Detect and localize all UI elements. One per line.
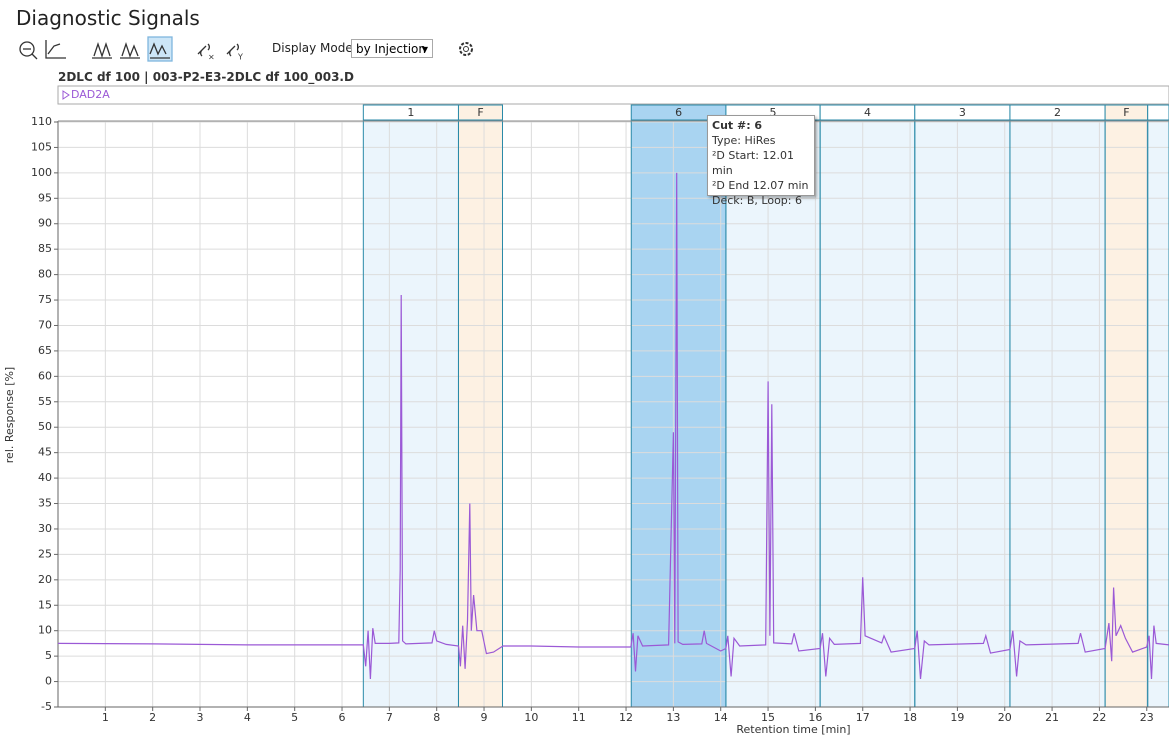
y-tick-label: 110 — [31, 115, 52, 128]
tooltip-line: ²D Start: 12.01 min — [712, 149, 794, 177]
cut-label: 5 — [770, 106, 777, 119]
y-tick-label: 35 — [38, 497, 52, 510]
tooltip-line: ²D End 12.07 min — [712, 179, 809, 192]
y-axis-title: rel. Response [%] — [3, 367, 16, 463]
x-tick-label: 12 — [619, 711, 633, 724]
x-tick-label: 1 — [102, 711, 109, 724]
y-tick-label: 90 — [38, 217, 52, 230]
x-tick-label: 9 — [481, 711, 488, 724]
x-tick-label: 3 — [197, 711, 204, 724]
tooltip-line: Deck: B, Loop: 6 — [712, 194, 802, 207]
y-tick-label: 100 — [31, 166, 52, 179]
display-mode-label: Display Mode — [272, 41, 353, 55]
x-axis-title: Retention time [min] — [736, 723, 850, 736]
svg-text:Y: Y — [237, 53, 243, 62]
toolbar-icons: × Y — [19, 36, 243, 62]
tooltip: Cut #: 6 Type: HiRes ²D Start: 12.01 min… — [707, 115, 815, 207]
x-tick-label: 10 — [524, 711, 538, 724]
cut-label: 4 — [864, 106, 871, 119]
tooltip-heading: Cut #: 6 — [712, 119, 763, 132]
x-tick-label: 13 — [666, 711, 680, 724]
cut-region — [1009, 121, 1106, 707]
cut-region — [363, 121, 459, 707]
stack-icon[interactable] — [120, 41, 140, 59]
x-tick-label: 8 — [433, 711, 440, 724]
x-tick-label: 23 — [1140, 711, 1154, 724]
cut-region — [1147, 121, 1169, 707]
y-tick-label: 60 — [38, 369, 52, 382]
zoom-out-icon[interactable] — [19, 41, 35, 57]
y-tick-label: 105 — [31, 140, 52, 153]
x-tick-label: 22 — [1092, 711, 1106, 724]
cut-label: 3 — [959, 106, 966, 119]
cut-label: 1 — [407, 106, 414, 119]
x-tick-label: 7 — [386, 711, 393, 724]
signal-icon — [62, 90, 70, 100]
x-tick-label: 17 — [856, 711, 870, 724]
cut-label: 6 — [675, 106, 682, 119]
link-x-icon[interactable] — [197, 43, 210, 57]
x-tick-label: 18 — [903, 711, 917, 724]
cut-label: 2 — [1054, 106, 1061, 119]
cut-region — [914, 121, 1010, 707]
overlay-icon[interactable] — [92, 41, 112, 59]
cut-region — [820, 121, 915, 707]
y-tick-label: 25 — [38, 547, 52, 560]
y-tick-label: 95 — [38, 191, 52, 204]
cut-region — [458, 121, 503, 707]
x-tick-label: 5 — [291, 711, 298, 724]
y-tick-label: 80 — [38, 268, 52, 281]
settings-icon[interactable] — [456, 39, 476, 59]
display-mode-select[interactable]: by Injection ▼ — [351, 39, 433, 58]
x-tick-label: 19 — [950, 711, 964, 724]
x-tick-label: 14 — [714, 711, 728, 724]
y-tick-label: 75 — [38, 293, 52, 306]
cut-header — [1147, 104, 1169, 121]
signal-trace — [57, 172, 1169, 680]
cut-header — [457, 104, 503, 121]
y-tick-label: 50 — [38, 420, 52, 433]
y-tick-label: 15 — [38, 598, 52, 611]
y-tick-label: 30 — [38, 522, 52, 535]
x-tick-label: 21 — [1045, 711, 1059, 724]
y-tick-label: 40 — [38, 471, 52, 484]
x-tick-label: 16 — [808, 711, 822, 724]
signal-label: DAD2A — [71, 88, 110, 101]
y-tick-label: -5 — [41, 700, 52, 713]
y-tick-label: 5 — [45, 649, 52, 662]
x-tick-label: 15 — [761, 711, 775, 724]
x-tick-label: 6 — [339, 711, 346, 724]
signal-bar — [57, 85, 1169, 105]
y-tick-label: 85 — [38, 242, 52, 255]
svg-text:×: × — [208, 53, 215, 62]
y-tick-label: 10 — [38, 624, 52, 637]
cut-region — [1105, 121, 1148, 707]
cut-label: F — [477, 106, 483, 119]
x-tick-label: 2 — [149, 711, 156, 724]
y-tick-label: 0 — [45, 675, 52, 688]
x-tick-label: 11 — [572, 711, 586, 724]
x-tick-label: 20 — [998, 711, 1012, 724]
y-tick-label: 20 — [38, 573, 52, 586]
link-y-icon[interactable] — [226, 43, 239, 57]
axis-icon[interactable] — [45, 40, 66, 59]
panel-title: Diagnostic Signals — [16, 6, 200, 30]
cut-label: F — [1123, 106, 1129, 119]
x-tick-label: 4 — [244, 711, 251, 724]
y-tick-label: 55 — [38, 395, 52, 408]
y-tick-label: 65 — [38, 344, 52, 357]
tooltip-line: Type: HiRes — [712, 134, 776, 147]
y-tick-label: 70 — [38, 318, 52, 331]
display-mode-value: by Injection — [356, 42, 426, 56]
y-tick-label: 45 — [38, 446, 52, 459]
file-label: 2DLC df 100 | 003-P2-E3-2DLC df 100_003.… — [58, 70, 354, 84]
